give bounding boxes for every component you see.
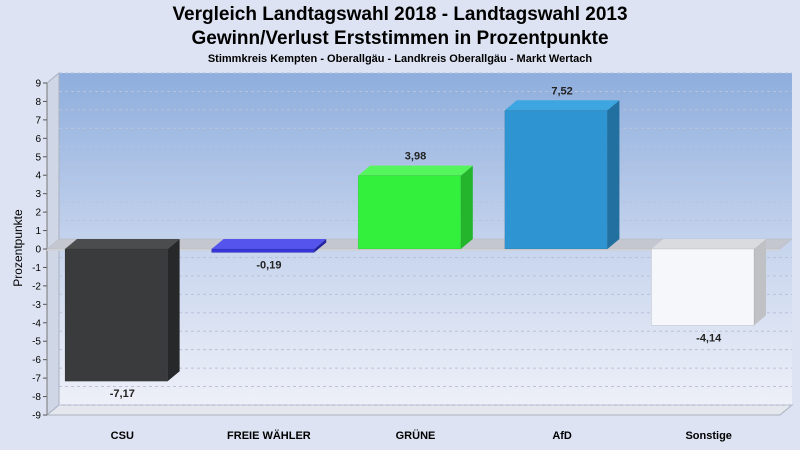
y-tick-label: -5 [32, 337, 41, 348]
bar-top [64, 239, 180, 249]
y-tick-label: 1 [35, 226, 41, 237]
x-tick-label: AfD [552, 430, 572, 442]
bar-front [504, 109, 608, 250]
x-tick-label: Sonstige [685, 430, 731, 442]
x-tick-label: CSU [111, 430, 134, 442]
bar-top [504, 100, 620, 111]
bar-side [314, 239, 327, 253]
bar-front [651, 248, 755, 326]
y-tick-label: 2 [35, 208, 41, 219]
zero-line [47, 249, 780, 251]
y-tick-label: 8 [35, 97, 41, 108]
chart-subsubtitle: Stimmkreis Kempten - Oberallgäu - Landkr… [207, 53, 593, 65]
y-tick-label: -2 [32, 281, 41, 292]
y-tick-label: -6 [32, 355, 41, 366]
bar-sonstige [651, 239, 767, 326]
bar-front [64, 248, 168, 382]
y-tick-label: -3 [32, 300, 41, 311]
x-tick-label: GRÜNE [396, 429, 436, 442]
y-tick-label: -7 [32, 374, 41, 385]
bar-front [211, 248, 315, 253]
y-tick-label: -9 [32, 411, 41, 422]
bar-grüne [357, 165, 473, 250]
data-label: -4,14 [696, 332, 722, 344]
y-tick-label: 4 [35, 171, 41, 182]
x-tick-label: FREIE WÄHLER [227, 429, 311, 442]
bar-side [167, 239, 180, 382]
y-tick-label: 3 [35, 189, 41, 200]
bar-csu [64, 239, 180, 382]
y-tick-label: 9 [35, 79, 41, 90]
bar-front [357, 175, 462, 250]
y-tick-label: 6 [35, 134, 41, 145]
data-label: -7,17 [110, 388, 135, 400]
bar-side [607, 100, 620, 249]
bar-afd [504, 100, 620, 250]
y-tick-label: 5 [35, 152, 41, 163]
y-tick-label: 7 [35, 115, 41, 126]
bar-top [651, 239, 767, 249]
chart-title: Vergleich Landtagswahl 2018 - Landtagswa… [172, 4, 628, 25]
y-tick-label: -4 [32, 318, 41, 329]
bar-side [754, 239, 767, 326]
bar-side [460, 165, 473, 249]
y-tick-label: -1 [32, 263, 41, 274]
data-label: 7,52 [551, 85, 572, 97]
data-label: 3,98 [405, 151, 426, 163]
bar-top [358, 165, 473, 176]
data-label: -0,19 [256, 260, 281, 272]
plot-floor [45, 404, 794, 416]
bar-freie-wähler [211, 239, 327, 253]
y-tick-label: 0 [35, 245, 41, 256]
bar-top [211, 239, 327, 249]
y-tick-label: -8 [32, 392, 41, 403]
chart-subtitle: Gewinn/Verlust Erststimmen in Prozentpun… [191, 28, 609, 49]
